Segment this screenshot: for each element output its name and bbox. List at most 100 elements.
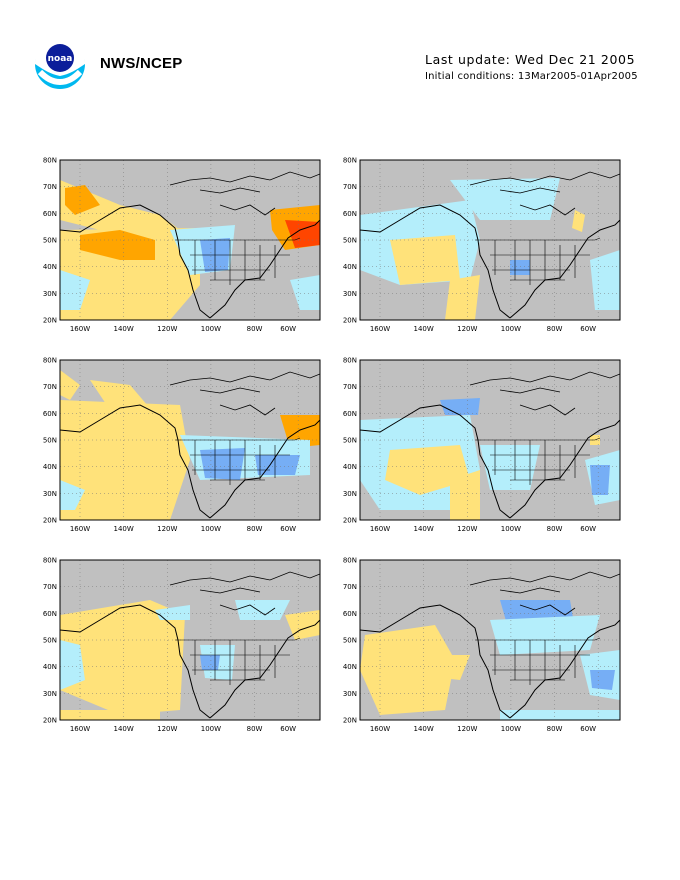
coastline: [360, 404, 620, 519]
coastline: [60, 404, 320, 519]
lon-label: 160W: [70, 525, 90, 533]
lon-label: 60W: [280, 725, 296, 733]
anomaly-region-yellow: [445, 275, 480, 320]
lat-label: 40N: [343, 663, 357, 671]
coastline: [60, 204, 320, 319]
anomaly-region-light-blue: [490, 615, 600, 655]
anomaly-region-light-blue: [590, 250, 620, 310]
anomaly-region-yellow: [385, 445, 470, 495]
map-frame: [359, 159, 621, 321]
map-panel-2: 80N 70N 60N 50N 40N 30N 20N 160W 140W 120W 100W 80W…: [330, 155, 630, 335]
lon-label: 160W: [370, 525, 390, 533]
lon-label: 120W: [157, 725, 177, 733]
lon-label: 100W: [201, 725, 221, 733]
anomaly-region-yellow: [60, 600, 185, 715]
arctic-coastline: [469, 371, 620, 416]
lon-label: 60W: [580, 325, 596, 333]
anomaly-region-yellow: [60, 400, 190, 520]
arctic-coastline: [169, 171, 320, 216]
anomaly-region-blue: [200, 448, 245, 480]
anomaly-region-orange: [65, 185, 100, 215]
map-area: [360, 160, 620, 320]
anomaly-region-light-blue: [155, 605, 190, 620]
anomaly-region-blue: [255, 455, 300, 475]
lat-label: 60N: [343, 610, 357, 618]
anomaly-region-orange: [80, 230, 155, 260]
noaa-logo: noaa: [35, 38, 85, 89]
lon-label: 120W: [457, 525, 477, 533]
lon-label: 60W: [280, 525, 296, 533]
lon-label: 140W: [413, 325, 433, 333]
lon-label: 100W: [201, 325, 221, 333]
anomaly-region-blue: [440, 398, 480, 415]
lat-label: 50N: [343, 437, 357, 445]
lon-label: 120W: [457, 725, 477, 733]
lat-label: 40N: [43, 263, 57, 271]
map-frame: [59, 559, 321, 721]
lon-label: 100W: [501, 725, 521, 733]
lon-label: 140W: [113, 325, 133, 333]
anomaly-region-light-blue: [60, 270, 90, 310]
lat-label: 80N: [43, 557, 57, 565]
map-panel-1: 80N 70N 60N 50N 40N 30N 20N 160W 140W 120W 100W 80W…: [30, 155, 330, 335]
lon-label: 100W: [501, 525, 521, 533]
anomaly-region-light-blue: [290, 275, 320, 310]
map-area: [60, 560, 320, 720]
lat-label: 20N: [343, 717, 357, 725]
map-area: [360, 360, 620, 520]
lat-label: 40N: [343, 263, 357, 271]
lat-label: 70N: [343, 183, 357, 191]
lat-label: 80N: [43, 157, 57, 165]
map-frame: [59, 359, 321, 521]
lat-label: 30N: [343, 490, 357, 498]
anomaly-region-light-blue: [60, 640, 85, 690]
lat-label: 20N: [43, 717, 57, 725]
lon-label: 160W: [70, 325, 90, 333]
map-panel-6: 80N 70N 60N 50N 40N 30N 20N 160W 140W 120W 100W 80W…: [330, 555, 630, 735]
lat-label: 50N: [43, 437, 57, 445]
map-frame: [59, 159, 321, 321]
map-area: [60, 160, 320, 320]
anomaly-region-blue: [510, 260, 530, 275]
arctic-coastline: [169, 371, 320, 416]
lon-label: 60W: [580, 725, 596, 733]
anomaly-region-yellow: [60, 710, 160, 720]
logo-lettering: noaa: [48, 54, 73, 64]
last-update-text: Last update: Wed Dec 21 2005: [425, 52, 636, 67]
lat-label: 30N: [43, 690, 57, 698]
lon-label: 80W: [247, 325, 263, 333]
initial-conditions-text: Initial conditions: 13Mar2005-01Apr2005: [425, 71, 638, 82]
lat-label: 40N: [43, 663, 57, 671]
anomaly-region-blue: [590, 670, 615, 690]
organization-title: NWS/NCEP: [100, 55, 183, 72]
anomaly-region-yellow: [60, 370, 80, 400]
lat-label: 60N: [43, 410, 57, 418]
lon-label: 160W: [370, 325, 390, 333]
anomaly-region-red: [285, 220, 320, 248]
lon-label: 140W: [413, 525, 433, 533]
lon-label: 80W: [547, 325, 563, 333]
lon-label: 160W: [70, 725, 90, 733]
lon-label: 100W: [501, 325, 521, 333]
lon-label: 120W: [157, 525, 177, 533]
lon-label: 140W: [113, 725, 133, 733]
lat-label: 60N: [343, 210, 357, 218]
anomaly-region-light-blue: [60, 480, 85, 510]
lon-label: 140W: [413, 725, 433, 733]
anomaly-region-yellow: [390, 235, 460, 285]
arctic-coastline: [169, 571, 320, 616]
map-frame: [359, 559, 621, 721]
lat-label: 50N: [343, 637, 357, 645]
anomaly-region-yellow: [572, 210, 585, 232]
lat-label: 20N: [343, 517, 357, 525]
anomaly-region-light-blue: [480, 445, 540, 490]
lat-label: 60N: [43, 610, 57, 618]
lat-label: 40N: [43, 463, 57, 471]
anomaly-region-light-blue: [500, 710, 620, 720]
lat-label: 30N: [343, 690, 357, 698]
map-frame: [359, 359, 621, 521]
anomaly-region-yellow: [360, 625, 455, 715]
lat-label: 70N: [43, 183, 57, 191]
lat-label: 80N: [343, 357, 357, 365]
lon-label: 160W: [370, 725, 390, 733]
